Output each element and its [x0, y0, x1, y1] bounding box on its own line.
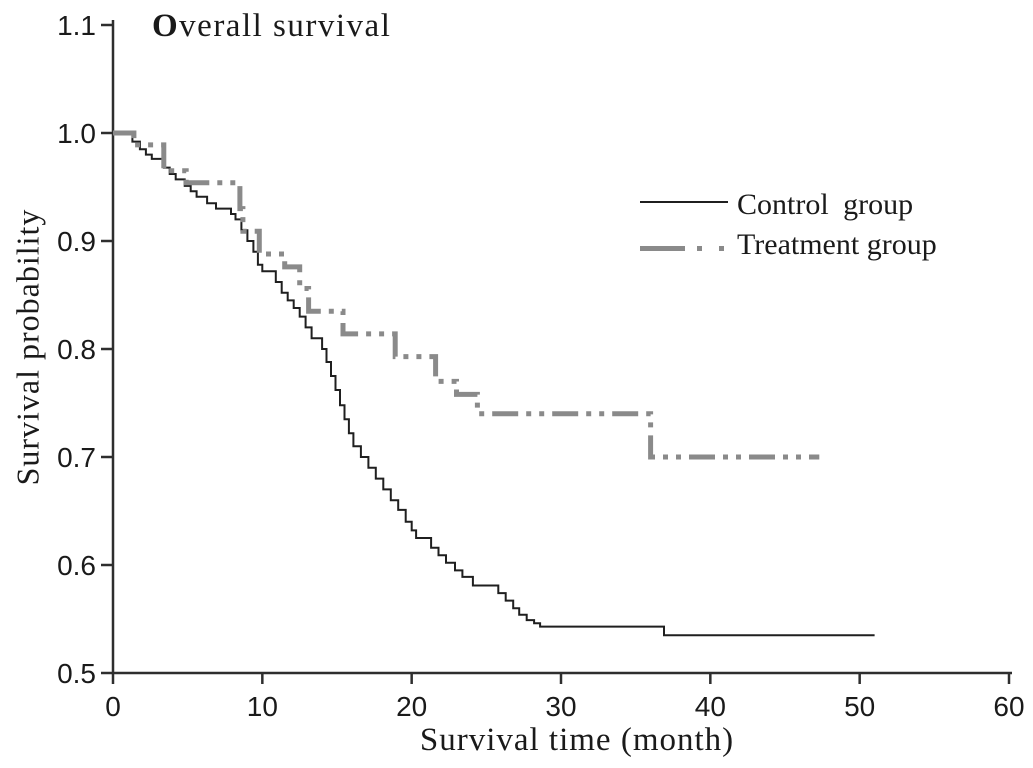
x-tick-label: 40	[695, 691, 726, 722]
y-tick-label: 0.7	[57, 442, 96, 473]
x-tick-label: 0	[105, 691, 121, 722]
series-control-group	[113, 132, 875, 637]
x-axis-label: Survival time (month)	[419, 722, 735, 758]
chart-title: Overall survival	[152, 8, 391, 45]
legend-line-treatment-dot	[719, 246, 724, 251]
x-tick-label: 10	[247, 691, 278, 722]
y-tick-label: 0.5	[57, 658, 96, 689]
y-tick-label: 1.1	[57, 10, 96, 41]
y-tick-label: 1.0	[57, 118, 96, 149]
y-tick-label: 0.8	[57, 334, 96, 365]
legend-line-treatment-dot	[697, 246, 702, 251]
legend-label-treatment-group: Treatment group	[737, 228, 937, 261]
x-tick-label: 20	[396, 691, 427, 722]
y-tick-label: 0.6	[57, 550, 96, 581]
x-tick-label: 30	[545, 691, 576, 722]
legend-label-control-group: Control group	[737, 188, 914, 221]
legend-line-treatment-dash	[640, 246, 685, 251]
y-tick-label: 0.9	[57, 226, 96, 257]
x-tick-label: 60	[993, 691, 1024, 722]
chart-title-text: verall survival	[179, 8, 392, 44]
series-treatment-group	[113, 130, 820, 460]
x-tick-label: 50	[844, 691, 875, 722]
chart-title-bold-letter: O	[152, 8, 180, 44]
y-axis-label: Survival probability	[9, 208, 46, 486]
legend-line-control-group	[640, 201, 728, 203]
